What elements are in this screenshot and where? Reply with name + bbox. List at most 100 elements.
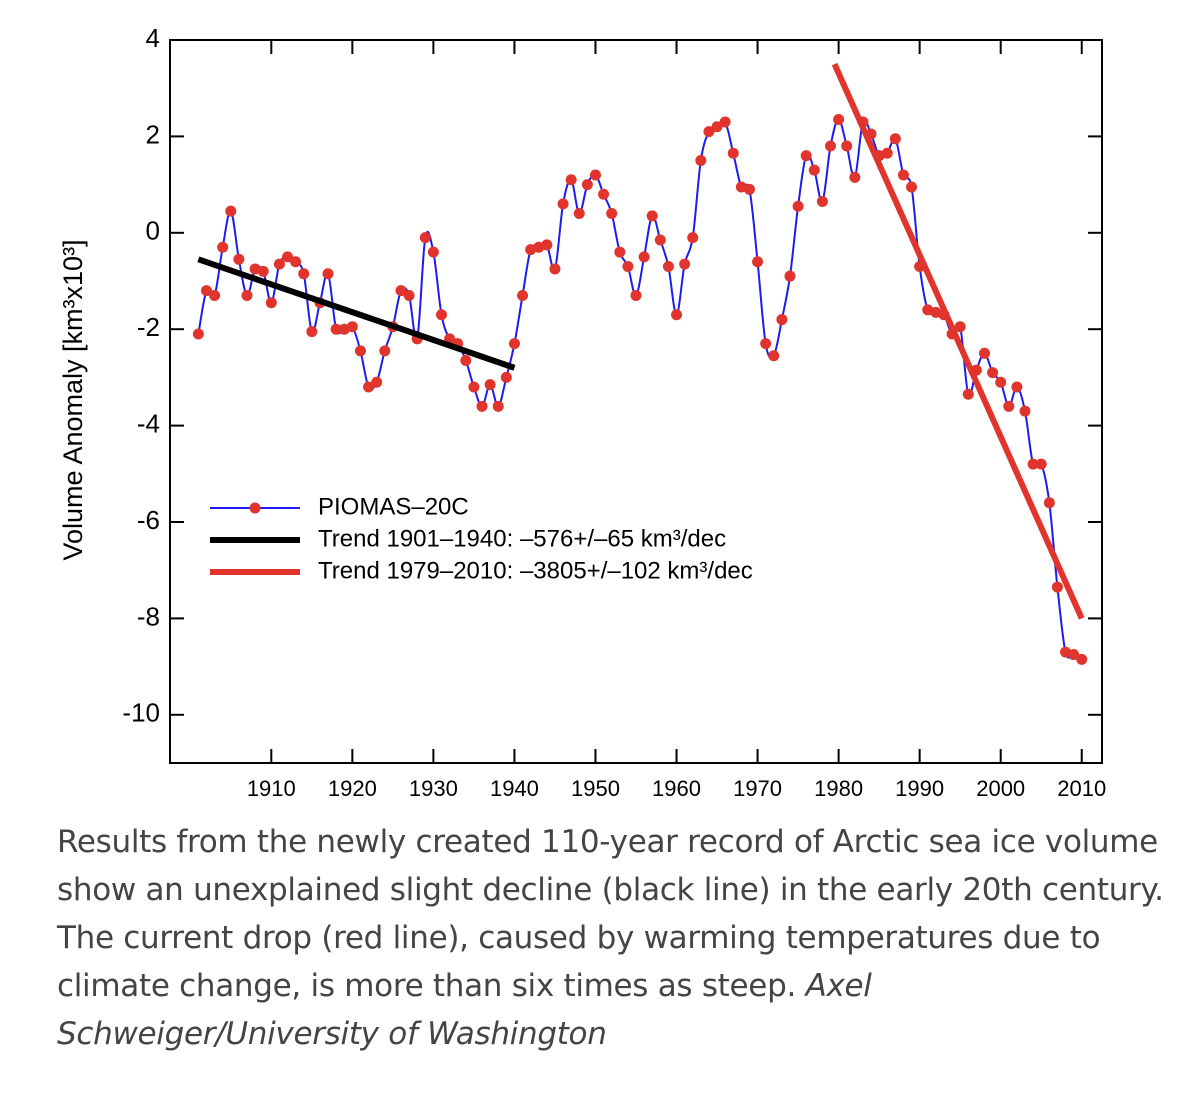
y-axis-label: Volume Anomaly [km³x10³] [58,239,88,560]
data-point [1035,458,1047,470]
data-point [241,289,253,301]
data-point [897,169,909,181]
data-point [711,121,723,133]
credit: Axel Schweiger/University of Washington [57,968,872,1052]
data-point [492,400,504,412]
data-point [954,321,966,333]
data-point [1076,653,1088,665]
data-point [330,323,342,335]
data-point [760,338,772,350]
data-point [363,381,375,393]
data-point [306,326,318,338]
data-point [833,114,845,126]
x-tick-label: 2000 [976,776,1025,801]
data-point [557,198,569,210]
data-point [1051,581,1063,593]
data-point [849,171,861,183]
data-point [517,289,529,301]
y-tick-label: -4 [137,408,160,438]
data-point [841,140,853,152]
data-point [403,289,415,301]
data-point [1019,405,1031,417]
data-point [719,116,731,128]
x-tick-label: 1980 [814,776,863,801]
data-point [695,155,707,166]
x-tick-label: 1910 [247,776,296,801]
data-point [1003,400,1015,412]
data-point [541,239,553,251]
data-point [257,265,269,277]
data-point [273,258,285,270]
data-point [460,355,472,367]
data-point [265,297,277,309]
data-point [800,150,812,162]
data-point [987,367,999,379]
data-point [687,232,699,244]
data-point [371,376,383,388]
data-point [630,289,642,301]
data-point [565,174,577,186]
x-tick-label: 1940 [490,776,539,801]
data-point [671,309,683,321]
y-tick-label: 0 [146,216,160,246]
data-point [298,268,310,280]
data-point [768,350,780,362]
data-point [427,246,439,258]
data-point [435,309,447,321]
data-point [225,205,237,217]
data-point [889,133,901,145]
y-tick-label: -8 [137,601,160,631]
data-point [606,208,618,220]
x-tick-label: 1920 [328,776,377,801]
data-point [598,188,610,200]
data-point [233,253,245,265]
data-point [703,126,715,138]
data-point [346,321,358,333]
data-point [395,285,407,297]
legend-marker [249,502,261,514]
y-tick-label: -6 [137,505,160,535]
data-point [808,164,820,176]
y-tick-label: 2 [146,119,160,149]
data-point [825,140,837,152]
data-point [743,183,755,195]
data-point [995,376,1007,388]
data-point [776,314,788,326]
data-point [727,147,739,159]
data-point [322,268,334,280]
data-point [906,181,918,193]
data-point [573,208,585,220]
x-tick-label: 1930 [409,776,458,801]
data-point [589,169,601,181]
trend-line [197,256,516,371]
data-point [662,261,674,273]
data-point [1043,497,1055,509]
data-point [752,256,764,268]
data-point [468,381,480,393]
data-point [192,328,204,340]
data-point [792,200,804,212]
data-point [200,285,212,297]
data-point [508,338,520,350]
data-point [962,388,974,400]
data-point [1011,381,1023,393]
data-point [622,261,634,273]
data-point [1027,458,1039,470]
data-point [978,347,990,359]
x-tick-label: 1950 [571,776,620,801]
data-point [654,234,666,246]
x-tick-label: 1970 [733,776,782,801]
data-point [290,256,302,268]
data-point [816,195,828,207]
data-point [549,263,561,275]
data-point [646,210,658,222]
trend-line [831,62,1085,620]
legend-label: PIOMAS–20C [318,493,469,520]
caption: Results from the newly created 110-year … [57,818,1167,1058]
data-point [282,251,294,263]
data-point [614,246,626,258]
data-point [354,345,366,357]
caption-text: Results from the newly created 110-year … [57,824,1164,1004]
y-tick-label: -2 [137,312,160,342]
